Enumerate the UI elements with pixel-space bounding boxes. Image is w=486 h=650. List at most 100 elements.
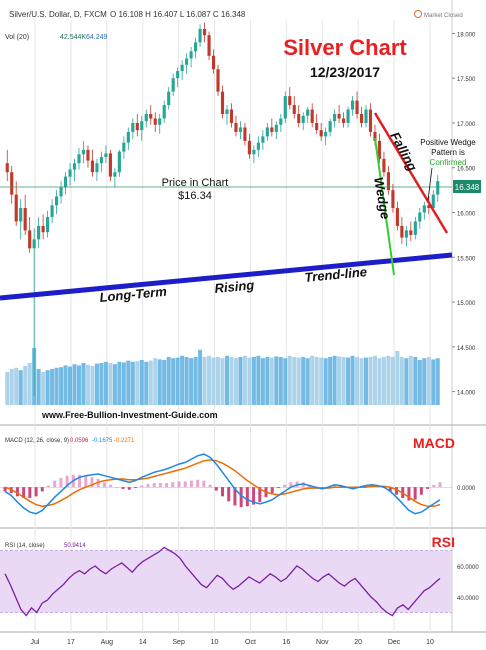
macd-histogram-bar — [15, 487, 19, 497]
macd-histogram-bar — [127, 487, 131, 490]
macd-histogram-bar — [102, 482, 106, 488]
candle-body — [77, 154, 81, 164]
volume-bar — [296, 357, 301, 405]
macd-histogram-bar — [22, 487, 26, 498]
current-price-tag-label: 16.348 — [455, 183, 480, 192]
volume-bar — [390, 357, 395, 405]
volume-bar — [153, 358, 158, 405]
volume-bar — [314, 357, 319, 405]
macd-histogram-bar — [438, 482, 442, 488]
positive-wedge-pointer — [427, 167, 433, 201]
rsi-pane: 60.0000 40.0000 — [0, 546, 479, 617]
candle-body — [346, 109, 350, 123]
macd-line — [4, 453, 441, 515]
candle-body — [207, 35, 211, 56]
volume-bar — [368, 357, 373, 405]
y-tick-label: 14.000 — [457, 391, 476, 397]
volume-bar — [372, 355, 377, 405]
price-value: $16.34 — [178, 190, 212, 202]
volume-bar — [180, 355, 185, 405]
candle-body — [386, 172, 390, 191]
candle-body — [400, 225, 404, 238]
price-axis: 18.000 17.500 17.000 16.500 16.000 15.500 15.0… — [452, 32, 476, 397]
volume-bar — [50, 369, 55, 405]
volume-bar — [90, 366, 95, 405]
volume-bar — [157, 359, 162, 405]
candle-body — [337, 114, 341, 119]
volume-bar — [41, 372, 46, 405]
volume-bar — [36, 369, 41, 405]
candle-body — [427, 205, 431, 209]
volume-indicator-label: Vol (20) — [5, 34, 29, 41]
volume-bar — [229, 357, 234, 405]
candle-body — [220, 91, 225, 115]
candle-body — [377, 140, 382, 159]
volume-bar — [328, 357, 333, 405]
candle-body — [373, 131, 377, 141]
volume-bar — [242, 355, 247, 405]
chart-date: 12/23/2017 — [310, 64, 380, 80]
macd-histogram-bar — [165, 483, 169, 488]
candle-body — [198, 28, 202, 43]
macd-histogram-bar — [363, 485, 367, 488]
volume-bar — [198, 349, 203, 405]
time-axis: Jul 17 Aug 14 Sep 10 Oct 16 Nov 20 Dec 10 — [31, 639, 434, 646]
candle-body — [90, 160, 95, 173]
candle-body — [225, 109, 229, 115]
macd-histogram-bar — [426, 487, 430, 489]
candle-body — [319, 130, 323, 137]
macd-histogram-bar — [258, 487, 262, 503]
candle-body — [306, 109, 310, 116]
candle-body — [283, 96, 287, 119]
candle-body — [153, 118, 157, 125]
x-tick-label: 17 — [67, 639, 75, 646]
rising-label: Rising — [214, 277, 255, 296]
candle-body — [202, 28, 207, 36]
macd-histogram-bar — [78, 474, 82, 488]
candle-body — [431, 194, 435, 209]
volume-bar — [422, 358, 427, 405]
macd-value-1: 0.0596 — [70, 438, 89, 444]
candle-body — [252, 149, 256, 155]
volume-bar — [99, 363, 104, 405]
macd-title: MACD — [413, 435, 455, 451]
candle-body — [194, 42, 198, 52]
candle-body — [436, 181, 440, 195]
volume-bar — [166, 357, 171, 405]
candle-body — [171, 78, 175, 92]
macd-histogram-bar — [283, 484, 287, 488]
x-tick-label: 10 — [426, 639, 434, 646]
macd-histogram-bar — [413, 487, 417, 500]
macd-value-3: -0.2271 — [114, 438, 135, 444]
y-tick-label: 15.500 — [457, 256, 476, 262]
macd-histogram-bar — [339, 485, 343, 488]
volume-bar — [72, 364, 77, 405]
macd-histogram-bar — [109, 484, 113, 488]
macd-histogram-bar — [90, 477, 94, 488]
candle-body — [234, 122, 238, 132]
rsi-line — [4, 546, 441, 617]
volume-bar — [301, 357, 306, 405]
candle-body — [144, 114, 148, 122]
candle-body — [297, 114, 301, 123]
candle-body — [328, 121, 332, 132]
macd-histogram-bar — [395, 487, 398, 495]
current-price-tag — [453, 180, 481, 193]
macd-histogram-bar — [146, 483, 150, 488]
rsi-tick-label: 60.0000 — [457, 565, 479, 571]
volume-bar — [139, 360, 144, 405]
candle-body — [162, 105, 166, 119]
candle-body — [422, 205, 426, 213]
macd-histogram-bar — [84, 475, 88, 488]
candle-body — [122, 142, 126, 152]
macd-histogram-bar — [140, 485, 144, 488]
volume-bar — [381, 357, 386, 405]
macd-histogram-bar — [59, 478, 63, 488]
rsi-value: 50.9414 — [64, 543, 86, 549]
candle-body — [37, 225, 41, 240]
candle-body — [265, 127, 269, 137]
y-tick-label: 14.500 — [457, 346, 476, 352]
macd-histogram-bar — [171, 482, 175, 488]
candle-body — [95, 163, 99, 173]
candle-body — [409, 230, 413, 235]
